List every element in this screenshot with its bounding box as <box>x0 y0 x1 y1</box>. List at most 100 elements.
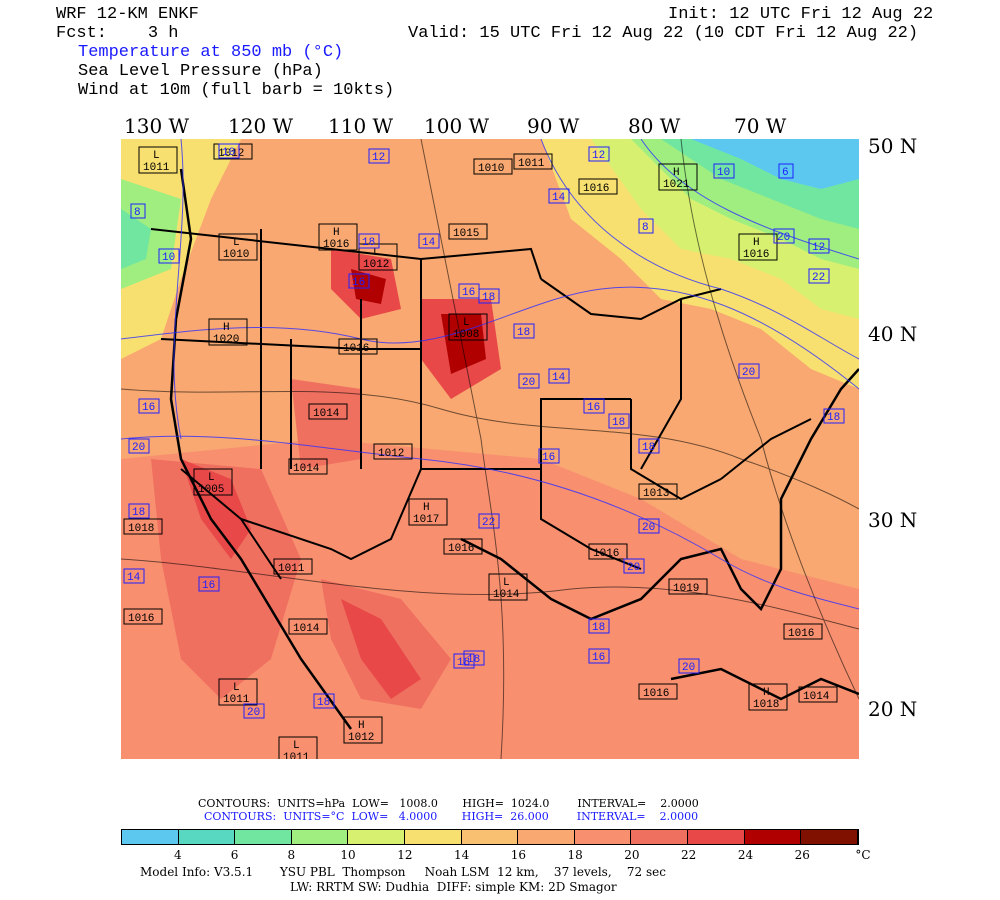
lon-label-100w: 100 W <box>424 114 490 138</box>
color-swatch <box>688 830 745 844</box>
svg-text:20: 20 <box>132 442 145 454</box>
svg-text:8: 8 <box>134 207 141 219</box>
svg-text:14: 14 <box>552 192 566 204</box>
pressure-label: 1013 <box>638 483 678 500</box>
svg-text:1016: 1016 <box>128 613 154 625</box>
color-swatch <box>518 830 575 844</box>
svg-text:6: 6 <box>782 167 789 179</box>
temperature-label: 12 <box>588 146 610 162</box>
svg-text:1011: 1011 <box>143 162 170 174</box>
svg-text:1019: 1019 <box>673 583 699 595</box>
temperature-label: 18 <box>313 693 335 709</box>
temperature-label: 20 <box>128 438 150 454</box>
temperature-label: 22 <box>808 268 830 284</box>
temperature-contours <box>121 139 859 610</box>
temperature-label: 12 <box>808 238 830 254</box>
svg-text:H: H <box>763 687 770 699</box>
init-time: Init: 12 UTC Fri 12 Aug 22 <box>668 5 934 24</box>
pressure-label: 1016 <box>443 538 483 555</box>
svg-text:1011: 1011 <box>518 158 545 170</box>
svg-text:14: 14 <box>552 372 566 384</box>
color-swatch <box>291 830 349 844</box>
svg-text:20: 20 <box>627 562 640 574</box>
pressure-label: 1018 <box>123 518 163 535</box>
svg-text:1016: 1016 <box>583 183 609 195</box>
svg-text:1014: 1014 <box>293 623 320 635</box>
color-scale-label: 4 <box>173 848 182 862</box>
color-swatch <box>801 830 858 844</box>
svg-text:1016: 1016 <box>593 548 619 560</box>
temperature-label: 18 <box>608 413 630 429</box>
pressure-label: 1012 <box>373 443 413 460</box>
valid-time: Valid: 15 UTC Fri 12 Aug 22 (10 CDT Fri … <box>408 24 919 43</box>
pressure-label: 1014 <box>798 686 838 703</box>
model-physics-info: LW: RRTM SW: Dudhia DIFF: simple KM: 2D … <box>290 880 617 894</box>
temperature-label: 20 <box>738 363 760 379</box>
svg-text:16: 16 <box>352 277 365 289</box>
color-scale-unit: °C <box>855 848 871 862</box>
color-scale-label: 22 <box>681 848 697 862</box>
color-scale-label: 16 <box>510 848 527 862</box>
pressure-label: 1014 <box>308 403 348 420</box>
pressure-label: 1015 <box>448 223 488 240</box>
warm-region-southwest <box>291 379 361 469</box>
temperature-label: 18 <box>358 233 380 249</box>
isobars <box>121 139 859 759</box>
svg-text:10: 10 <box>222 147 235 159</box>
color-swatch <box>348 830 406 844</box>
svg-text:1010: 1010 <box>223 249 249 261</box>
svg-text:20: 20 <box>682 662 695 674</box>
color-swatch <box>235 830 292 844</box>
svg-text:18: 18 <box>467 654 480 666</box>
svg-text:16: 16 <box>202 580 215 592</box>
temperature-label: 18 <box>588 618 610 634</box>
contours-pressure-info: CONTOURS: UNITS=hPa LOW= 1008.0 HIGH= 10… <box>198 797 699 810</box>
color-scale-label: 6 <box>230 848 239 862</box>
temperature-label: 20 <box>623 558 645 574</box>
svg-text:1021: 1021 <box>663 179 690 191</box>
model-info: Model Info: V3.5.1 YSU PBL Thompson Noah… <box>140 865 666 879</box>
svg-text:L: L <box>208 472 215 484</box>
pressure-label: 1016 <box>783 623 823 640</box>
svg-text:1016: 1016 <box>323 239 349 251</box>
color-swatch <box>461 830 519 844</box>
svg-text:H: H <box>358 720 365 732</box>
svg-text:12: 12 <box>372 152 385 164</box>
svg-text:L: L <box>373 247 380 259</box>
temperature-label: 20 <box>678 658 700 674</box>
svg-text:1016: 1016 <box>343 343 369 355</box>
pressure-label: 1016 <box>578 178 618 195</box>
pressure-label: 1016 <box>123 608 163 625</box>
svg-text:1016: 1016 <box>448 543 474 555</box>
pressure-label: 1010 <box>473 158 513 175</box>
hot-core-plains <box>441 314 486 374</box>
color-scale-label: 8 <box>287 848 296 862</box>
lon-label-90w: 90 W <box>527 114 580 138</box>
svg-text:1014: 1014 <box>293 463 320 475</box>
temperature-label: 14 <box>548 368 570 384</box>
svg-text:18: 18 <box>482 292 495 304</box>
temperature-label: 6 <box>778 163 794 179</box>
svg-text:18: 18 <box>317 697 330 709</box>
svg-text:1018: 1018 <box>128 523 154 535</box>
svg-text:18: 18 <box>642 442 655 454</box>
pressure-label: 1014 <box>288 458 328 475</box>
svg-text:18: 18 <box>362 237 375 249</box>
svg-text:1013: 1013 <box>643 488 669 500</box>
svg-text:16: 16 <box>542 452 555 464</box>
svg-text:18: 18 <box>827 412 840 424</box>
color-scale-bar <box>121 829 859 845</box>
lat-label-50n: 50 N <box>868 134 918 158</box>
lon-label-110w: 110 W <box>328 114 394 138</box>
